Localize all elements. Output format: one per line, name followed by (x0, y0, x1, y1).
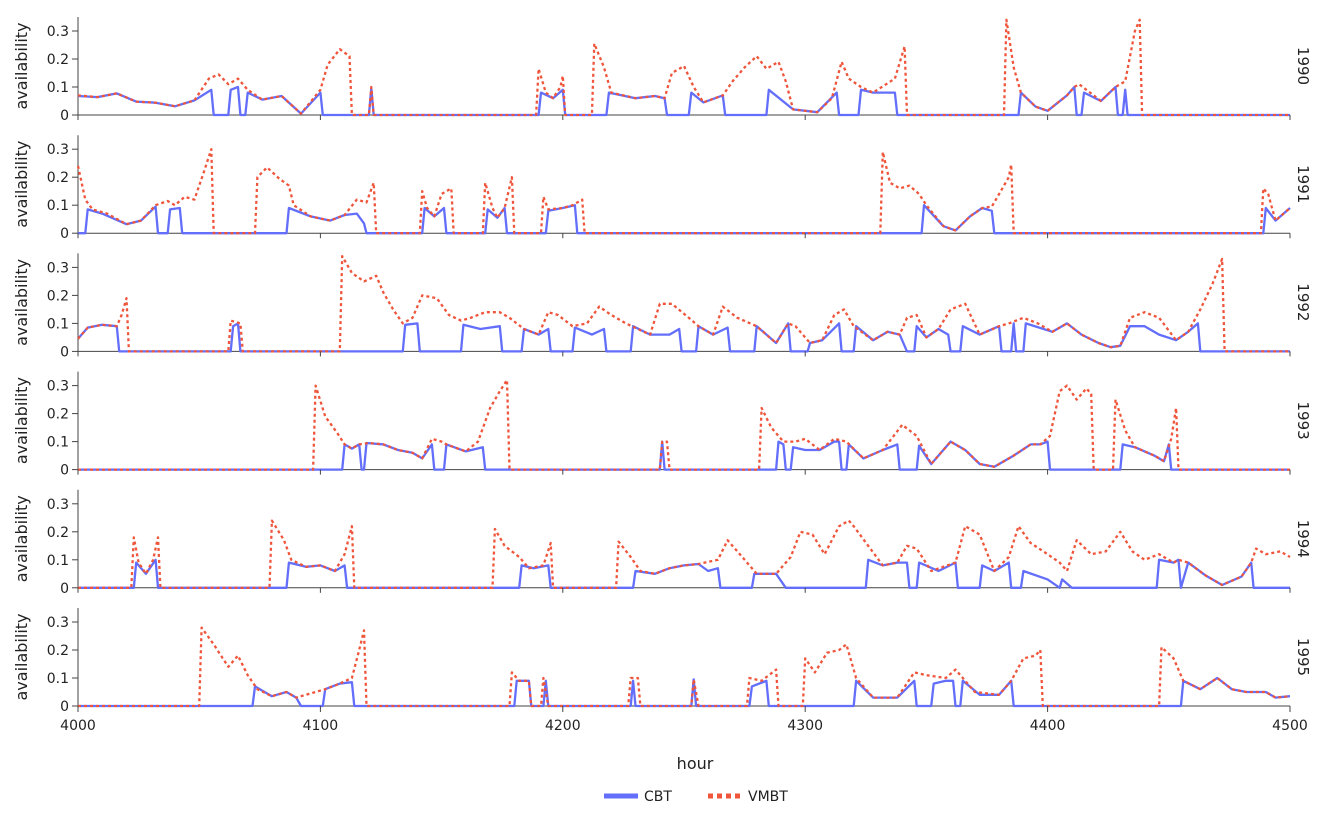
x-axis-title: hour (677, 754, 714, 773)
y-tick-label: 0.3 (47, 142, 69, 158)
legend-item-cbt[interactable]: CBT (604, 789, 672, 805)
y-axis-title: availability (12, 22, 31, 109)
facet-label-1992: 1992 (1294, 283, 1312, 321)
facet-panel-1990: 0 0.1 0.2 0.3 availability 1990 (12, 17, 1312, 124)
facet-label-1991: 1991 (1294, 165, 1312, 203)
y-tick-label: 0.3 (47, 615, 69, 631)
y-tick-label: 0 (60, 108, 69, 124)
y-tick-label: 0 (60, 581, 69, 597)
y-tick-label: 0.3 (47, 497, 69, 513)
y-tick-label: 0.1 (47, 435, 69, 451)
series-line-vmbt-1990 (77, 18, 1290, 117)
y-tick-label: 0 (60, 463, 69, 479)
y-tick-label: 0.3 (47, 24, 69, 40)
y-axis-title: availability (12, 377, 31, 464)
y-tick-label: 0.3 (47, 379, 69, 395)
y-tick-label: 0 (60, 226, 69, 242)
legend-label-cbt: CBT (644, 789, 672, 805)
legend-label-vmbt: VMBT (748, 789, 788, 805)
y-axis-title: availability (12, 495, 31, 582)
x-tick-label: 4200 (545, 718, 581, 734)
facet-label-1993: 1993 (1294, 402, 1312, 440)
facet-label-1995: 1995 (1294, 638, 1312, 676)
x-tick-label: 4500 (1272, 718, 1308, 734)
x-tick-label: 4400 (1030, 718, 1066, 734)
x-axis: 4000 4100 4200 4300 4400 4500 (60, 115, 1308, 734)
series-line-cbt-1990 (77, 85, 1290, 117)
facet-panel-1991: 0 0.1 0.2 0.3 availability 1991 (12, 135, 1312, 242)
facet-panel-1992: 0 0.1 0.2 0.3 availability 1992 (12, 253, 1312, 360)
facet-label-1990: 1990 (1294, 47, 1312, 85)
y-axis-title: availability (12, 613, 31, 700)
y-tick-label: 0.2 (47, 170, 69, 186)
facet-panel-1993: 0 0.1 0.2 0.3 availability 1993 (12, 371, 1312, 479)
y-tick-label: 0.3 (47, 260, 69, 276)
legend[interactable]: CBT VMBT (604, 789, 788, 805)
facet-panel-1994: 0 0.1 0.2 0.3 availability 1994 (12, 489, 1312, 597)
y-axis-title: availability (12, 141, 31, 228)
x-tick-label: 4000 (60, 718, 96, 734)
series-line-cbt-1994 (78, 558, 1290, 589)
y-tick-label: 0 (60, 344, 69, 360)
y-tick-label: 0 (60, 699, 69, 715)
series-line-vmbt-1995 (78, 626, 1291, 708)
y-axis-title: availability (12, 259, 31, 346)
facet-label-1994: 1994 (1294, 520, 1312, 558)
y-tick-label: 0.1 (47, 671, 69, 687)
series-line-cbt-1995 (78, 676, 1291, 708)
series-line-cbt-1993 (78, 440, 1290, 471)
y-tick-label: 0.1 (47, 316, 69, 332)
y-tick-label: 0.2 (47, 643, 69, 659)
y-tick-label: 0.2 (47, 407, 69, 423)
y-tick-label: 0.1 (47, 198, 69, 214)
legend-item-vmbt[interactable]: VMBT (708, 789, 788, 805)
facet-panel-1995: 0 0.1 0.2 0.3 availability 1995 (12, 608, 1312, 715)
series-line-vmbt-1991 (76, 148, 1291, 235)
series-line-cbt-1991 (78, 204, 1291, 235)
y-tick-label: 0.2 (47, 525, 69, 541)
y-tick-label: 0.1 (47, 80, 69, 96)
y-tick-label: 0.1 (47, 553, 69, 569)
x-tick-label: 4300 (787, 718, 823, 734)
series-line-vmbt-1993 (78, 378, 1290, 471)
y-tick-label: 0.2 (47, 52, 69, 68)
series-line-vmbt-1992 (77, 255, 1290, 353)
series-line-vmbt-1994 (78, 519, 1291, 589)
series-line-cbt-1992 (77, 322, 1290, 353)
y-tick-label: 0.2 (47, 288, 69, 304)
facet-panels: 0 0.1 0.2 0.3 availability 1990 0 0.1 0.2 0.3 avai… (12, 17, 1312, 715)
x-tick-label: 4100 (303, 718, 339, 734)
